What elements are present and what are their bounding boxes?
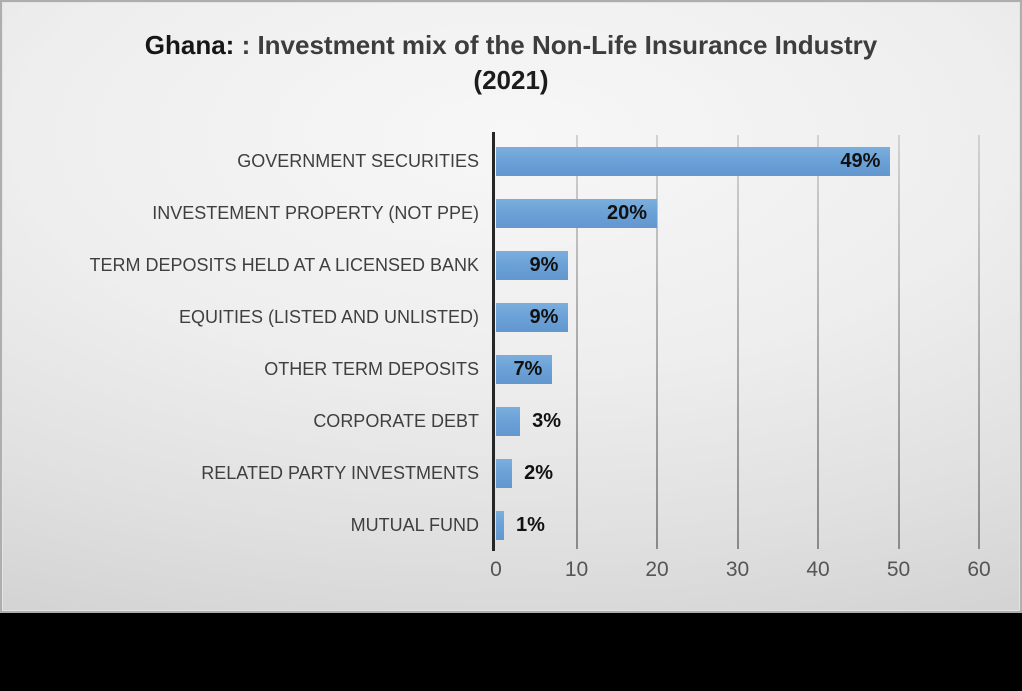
- x-axis-tick-label: 10: [564, 558, 589, 581]
- bar-value-label: 9%: [529, 305, 559, 328]
- bar-value-label: 49%: [840, 149, 881, 172]
- bar: [496, 354, 553, 384]
- gridline: [575, 135, 578, 549]
- chart-title-line1: Ghana: : Investment mix of the Non-Life …: [2, 28, 1020, 63]
- gridline: [817, 135, 819, 549]
- gridline: [897, 135, 900, 549]
- category-label: GOVERNMENT SECURITIES: [237, 151, 479, 171]
- category-label: TERM DEPOSITS HELD AT A LICENSED BANK: [89, 255, 479, 275]
- bar: [496, 302, 569, 332]
- category-label: OTHER TERM DEPOSITS: [264, 359, 479, 379]
- bar: [496, 198, 657, 228]
- category-label: MUTUAL FUND: [350, 515, 479, 535]
- x-axis-tick-label: 0: [490, 558, 502, 581]
- category-label: RELATED PARTY INVESTMENTS: [201, 463, 479, 483]
- bar: [496, 458, 513, 488]
- category-label: INVESTEMENT PROPERTY (NOT PPE): [152, 203, 479, 223]
- bar-value-label: 9%: [529, 253, 559, 276]
- x-axis-tick-label: 40: [806, 558, 830, 581]
- bar-value-label: 2%: [524, 461, 553, 484]
- title-year: (2021): [473, 65, 549, 95]
- category-label: EQUITIES (LISTED AND UNLISTED): [178, 307, 479, 327]
- gridline: [656, 135, 658, 549]
- gridline: [978, 135, 980, 549]
- bar-value-label: 20%: [606, 201, 647, 224]
- bar: [496, 510, 505, 540]
- x-axis-tick-label: 50: [886, 558, 911, 581]
- bottom-black-band: [0, 613, 1022, 691]
- gridline: [736, 135, 739, 549]
- bar-value-label: 7%: [513, 357, 543, 380]
- y-axis-line: [492, 132, 495, 551]
- x-axis-tick-label: 20: [645, 558, 669, 581]
- bar: [496, 406, 521, 436]
- bar-value-label: 3%: [532, 409, 562, 432]
- bar: [496, 146, 891, 176]
- chart-title: Ghana: : Investment mix of the Non-Life …: [2, 28, 1020, 98]
- x-axis-tick-label: 60: [967, 558, 991, 581]
- chart-panel: Ghana: : Investment mix of the Non-Life …: [0, 0, 1022, 613]
- x-axis-tick-label: 30: [725, 558, 750, 581]
- bar: [496, 250, 569, 280]
- title-country: Ghana:: [144, 30, 235, 60]
- bar-value-label: 1%: [516, 513, 545, 536]
- category-label: CORPORATE DEBT: [313, 411, 479, 431]
- title-main: : Investment mix of the Non-Life Insuran…: [234, 30, 878, 60]
